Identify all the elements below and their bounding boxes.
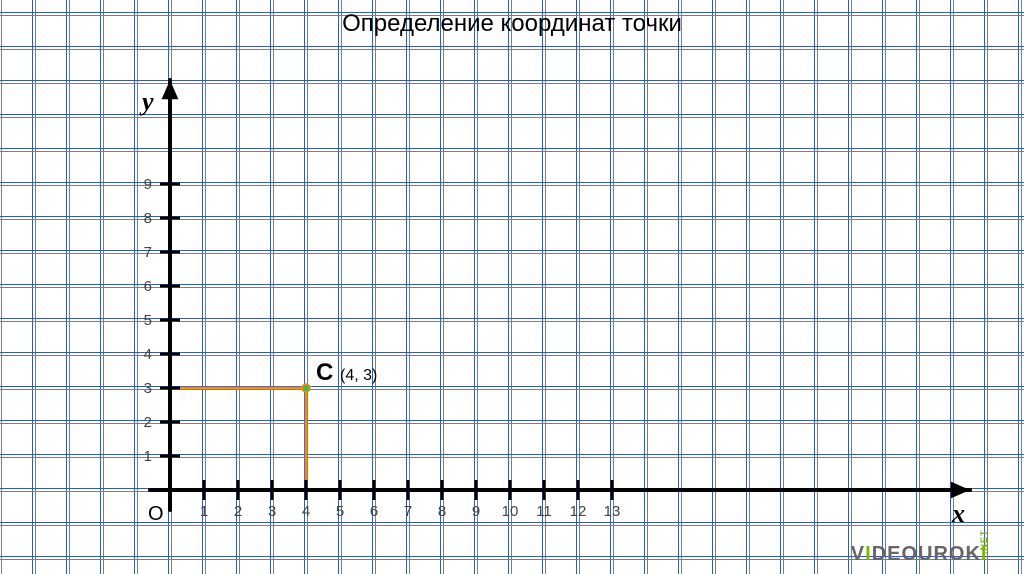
- svg-text:11: 11: [536, 503, 552, 520]
- svg-text:3: 3: [144, 380, 152, 397]
- svg-text:7: 7: [144, 244, 152, 261]
- watermark-text: VIDEOUROKI: [851, 543, 988, 565]
- svg-text:2: 2: [234, 503, 242, 520]
- svg-text:y: y: [139, 87, 154, 116]
- watermark-net: .NET: [979, 529, 989, 554]
- svg-text:5: 5: [336, 503, 344, 520]
- svg-text:1: 1: [200, 503, 208, 520]
- svg-text:12: 12: [570, 503, 587, 520]
- svg-text:4: 4: [144, 346, 152, 363]
- chart-title: Определение координат точки: [0, 10, 1024, 38]
- svg-text:C: C: [316, 359, 333, 386]
- svg-text:1: 1: [144, 448, 152, 465]
- svg-text:10: 10: [502, 503, 519, 520]
- svg-text:x: x: [951, 499, 965, 528]
- svg-text:3: 3: [268, 503, 276, 520]
- svg-text:4: 4: [302, 503, 310, 520]
- svg-text:5: 5: [144, 312, 152, 329]
- svg-text:6: 6: [370, 503, 378, 520]
- svg-text:7: 7: [404, 503, 412, 520]
- coordinate-chart: 12345678910111213123456789xyOC(4, 3): [0, 0, 1024, 574]
- svg-text:13: 13: [604, 503, 621, 520]
- svg-text:(4, 3): (4, 3): [340, 367, 377, 384]
- svg-text:8: 8: [438, 503, 446, 520]
- svg-text:2: 2: [144, 414, 152, 431]
- svg-text:9: 9: [144, 176, 152, 193]
- svg-text:6: 6: [144, 278, 152, 295]
- svg-text:8: 8: [144, 210, 152, 227]
- watermark: VIDEOUROKI.NET: [851, 543, 1012, 566]
- svg-text:9: 9: [472, 503, 480, 520]
- svg-text:O: O: [148, 503, 164, 525]
